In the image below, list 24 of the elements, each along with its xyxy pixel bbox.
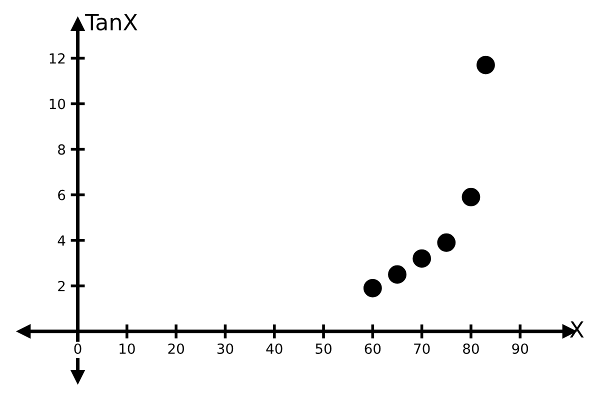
- x-tick-label: 50: [316, 343, 332, 354]
- x-tick-label: 40: [266, 343, 282, 354]
- point: [412, 249, 432, 268]
- y-tick-label: 8: [58, 144, 66, 155]
- x-tick-label: 70: [414, 343, 430, 354]
- point: [476, 56, 495, 74]
- x-axis-title: X: [570, 321, 584, 338]
- y-tick-label: 4: [58, 235, 66, 246]
- point: [437, 233, 456, 252]
- y-tick-label: 10: [50, 98, 66, 110]
- x-tick-label: 10: [120, 343, 135, 354]
- y-axis-title: TanX: [85, 14, 138, 31]
- point: [363, 278, 382, 298]
- x-tick-label: 30: [217, 343, 234, 354]
- y-tick-label: 2: [58, 280, 65, 292]
- x-tick-label: 20: [168, 343, 184, 354]
- point: [462, 188, 480, 206]
- y-tick-label: 12: [50, 53, 65, 64]
- x-tick-label: 80: [463, 343, 479, 354]
- y-tick-label: 6: [58, 190, 66, 200]
- point: [388, 265, 406, 284]
- x-tick-label: 90: [512, 343, 528, 354]
- x-tick-label: 0: [74, 343, 82, 354]
- x-tick-label: 60: [364, 343, 381, 354]
